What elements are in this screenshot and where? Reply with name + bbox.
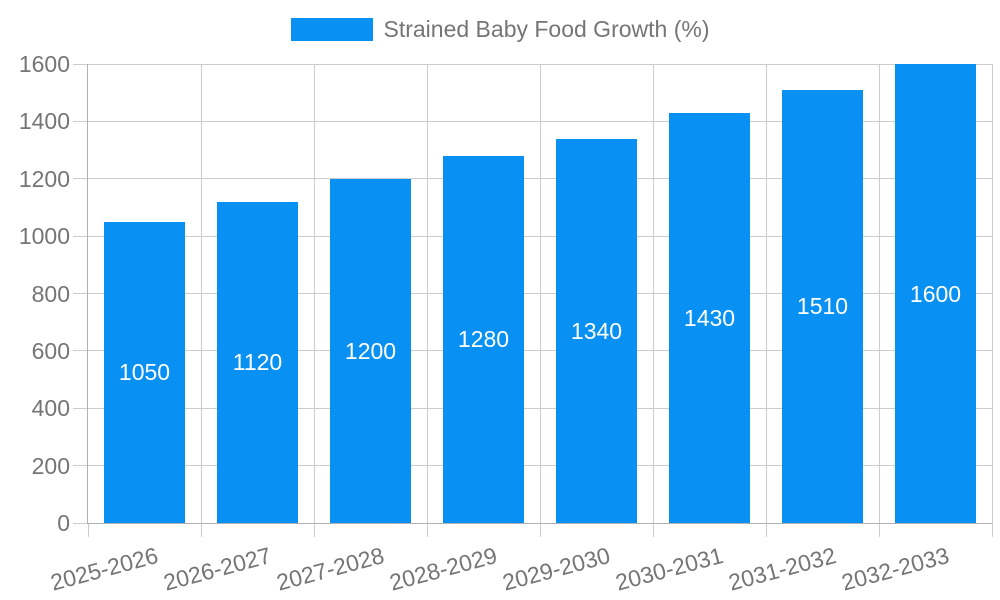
- y-axis-tick-label: 1600: [18, 51, 70, 77]
- x-axis-category-label: 2029-2030: [499, 542, 613, 596]
- y-axis-line: [87, 64, 88, 523]
- y-axis-tick-label: 200: [31, 452, 70, 479]
- x-axis-line: [87, 523, 992, 524]
- bar[interactable]: [217, 201, 298, 523]
- x-axis-category-label: 2028-2029: [386, 542, 500, 596]
- bar[interactable]: [104, 221, 185, 523]
- v-gridline: [878, 64, 880, 523]
- bar[interactable]: [782, 89, 863, 523]
- y-axis-tick: [73, 522, 88, 524]
- y-axis-tick: [73, 178, 88, 180]
- y-axis-tick-label: 600: [31, 337, 70, 364]
- v-gridline: [652, 64, 654, 523]
- x-axis-tick: [878, 523, 880, 537]
- y-axis-tick-label: 1400: [18, 108, 70, 135]
- x-axis-category-label: 2032-2033: [838, 542, 952, 596]
- bar-value-label: 1120: [232, 349, 283, 376]
- legend-swatch: [290, 18, 373, 41]
- bar-value-label: 1600: [909, 280, 962, 307]
- legend-label: Strained Baby Food Growth (%): [383, 16, 710, 42]
- bar-value-label: 1200: [344, 337, 397, 364]
- y-axis-tick: [73, 293, 88, 294]
- legend: Strained Baby Food Growth (%): [0, 16, 1000, 43]
- y-axis-tick: [73, 407, 88, 409]
- x-axis-category-label: 2031-2032: [725, 542, 839, 596]
- bar[interactable]: [330, 178, 411, 523]
- x-axis-tick: [87, 523, 89, 537]
- bar[interactable]: [443, 155, 524, 523]
- bar[interactable]: [669, 112, 750, 523]
- v-gridline: [426, 64, 428, 523]
- y-axis-tick: [73, 465, 88, 467]
- x-axis-category-label: 2025-2026: [47, 542, 161, 596]
- y-axis-tick: [73, 63, 88, 65]
- v-gridline: [991, 64, 993, 523]
- bar[interactable]: [895, 64, 976, 523]
- bar-value-label: 1280: [457, 326, 510, 353]
- x-axis-tick: [200, 523, 202, 537]
- y-axis-tick-label: 800: [31, 280, 70, 307]
- x-axis-tick: [991, 523, 993, 537]
- v-gridline: [539, 64, 541, 523]
- bar[interactable]: [556, 138, 637, 523]
- x-axis-tick: [652, 523, 654, 537]
- y-axis-tick-label: 1200: [18, 165, 70, 192]
- x-axis-category-label: 2027-2028: [273, 542, 387, 596]
- x-axis-tick: [313, 523, 315, 537]
- v-gridline: [200, 64, 202, 523]
- bar-value-label: 1340: [570, 317, 623, 344]
- v-gridline: [765, 64, 767, 523]
- y-axis-tick-label: 0: [57, 510, 70, 536]
- x-axis-tick: [426, 523, 428, 537]
- y-axis-tick: [73, 350, 88, 352]
- x-axis-tick: [539, 523, 541, 537]
- y-axis-tick-label: 1000: [18, 223, 70, 250]
- x-axis-tick: [765, 523, 767, 537]
- y-axis-tick: [73, 235, 88, 237]
- bar-value-label: 1430: [683, 304, 736, 331]
- y-axis-tick-label: 400: [31, 395, 70, 422]
- bar-value-label: 1050: [118, 359, 171, 386]
- y-axis-tick: [73, 120, 88, 122]
- bar-value-label: 1510: [796, 293, 849, 320]
- x-axis-category-label: 2030-2031: [612, 542, 726, 596]
- x-axis-category-label: 2026-2027: [160, 542, 274, 596]
- v-gridline: [313, 64, 315, 523]
